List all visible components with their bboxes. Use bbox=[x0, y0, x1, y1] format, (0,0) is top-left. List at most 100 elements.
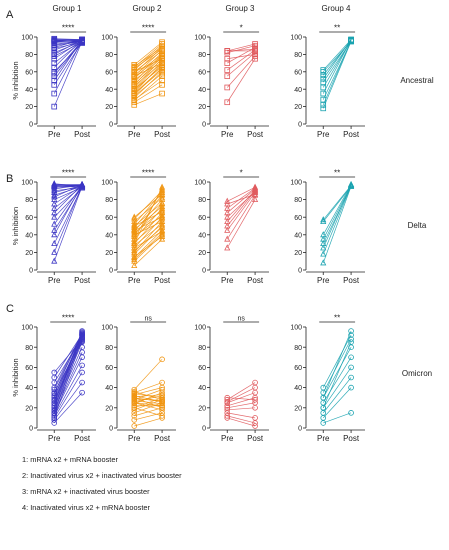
panel-a-1: 0 20 40 60 80 100 Pre Post % inhibition **** bbox=[11, 24, 96, 139]
post-point bbox=[159, 70, 165, 77]
post-point bbox=[159, 90, 165, 97]
pair-line bbox=[134, 400, 163, 405]
pair-line bbox=[54, 40, 83, 42]
pre-point bbox=[51, 36, 58, 43]
legend-item-group-2: 2: Inactivated virus x2 + inactivated vi… bbox=[22, 471, 182, 480]
y-tick-label: 40 bbox=[105, 385, 113, 392]
pre-point bbox=[51, 248, 58, 255]
pair-line bbox=[134, 227, 163, 251]
row-label-a: A bbox=[6, 9, 14, 21]
pair-line bbox=[134, 215, 163, 237]
post-point bbox=[159, 208, 166, 215]
pre-point bbox=[51, 417, 58, 423]
y-tick-label: 40 bbox=[198, 232, 206, 239]
y-tick-label: 20 bbox=[198, 405, 206, 412]
variant-label-omicron: Omicron bbox=[402, 369, 432, 378]
post-point bbox=[252, 396, 258, 403]
x-tick-label-pre: Pre bbox=[221, 276, 234, 285]
y-tick-label: 40 bbox=[25, 87, 33, 94]
y-tick-label: 20 bbox=[105, 104, 113, 111]
post-point bbox=[252, 184, 259, 191]
post-point bbox=[252, 389, 258, 396]
post-point bbox=[159, 190, 166, 197]
pair-line bbox=[322, 185, 352, 240]
pair-line bbox=[227, 402, 256, 409]
post-point bbox=[159, 213, 166, 220]
pair-line bbox=[54, 186, 83, 200]
post-point bbox=[79, 389, 85, 396]
pre-point bbox=[51, 392, 58, 399]
post-point bbox=[252, 187, 259, 195]
pair-line bbox=[53, 330, 83, 408]
post-point bbox=[159, 211, 166, 218]
y-tick-label: 60 bbox=[25, 69, 33, 76]
post-point bbox=[252, 41, 258, 47]
pair-line bbox=[227, 387, 256, 403]
x-tick-label-pre: Pre bbox=[221, 434, 234, 443]
pair-line bbox=[133, 187, 163, 244]
pre-point bbox=[51, 379, 58, 386]
y-tick-label: 100 bbox=[21, 35, 33, 42]
pair-line bbox=[227, 186, 256, 202]
y-tick-label: 60 bbox=[105, 215, 113, 222]
pair-line bbox=[134, 412, 163, 421]
pre-point bbox=[320, 102, 327, 108]
y-tick-label: 100 bbox=[290, 35, 302, 42]
pair-line bbox=[53, 392, 83, 424]
post-point bbox=[159, 82, 165, 88]
pair-line bbox=[134, 387, 163, 396]
pair-line bbox=[323, 412, 352, 424]
y-tick-label: 20 bbox=[25, 250, 33, 257]
pair-line bbox=[134, 47, 163, 74]
post-point bbox=[348, 364, 354, 371]
y-tick-label: 80 bbox=[105, 197, 113, 204]
pre-point bbox=[131, 86, 138, 93]
post-point bbox=[252, 195, 259, 203]
post-point bbox=[159, 44, 165, 51]
y-tick-label: 20 bbox=[198, 104, 206, 111]
x-tick-label-post: Post bbox=[154, 276, 171, 285]
y-tick-label: 0 bbox=[109, 122, 113, 129]
pre-point bbox=[131, 388, 138, 395]
post-point bbox=[79, 180, 86, 188]
y-tick-label: 40 bbox=[294, 87, 302, 94]
pair-line bbox=[134, 41, 163, 66]
pair-line bbox=[53, 42, 83, 86]
post-point bbox=[159, 199, 166, 206]
pre-point bbox=[131, 394, 138, 401]
pair-line bbox=[53, 185, 83, 225]
x-tick-label-pre: Pre bbox=[48, 130, 61, 139]
significance-label: **** bbox=[142, 169, 154, 178]
pair-line bbox=[322, 330, 352, 398]
pair-line bbox=[134, 407, 163, 417]
pair-line bbox=[133, 225, 163, 255]
post-point bbox=[348, 354, 354, 361]
group-title-4: Group 4 bbox=[322, 4, 351, 13]
pair-line bbox=[227, 47, 256, 64]
post-point bbox=[159, 379, 165, 386]
y-tick-label: 100 bbox=[101, 325, 113, 332]
pre-point bbox=[51, 64, 58, 71]
post-point bbox=[252, 46, 258, 52]
pair-line bbox=[53, 187, 83, 244]
post-point bbox=[159, 217, 166, 225]
pre-point bbox=[320, 235, 327, 242]
legend-item-group-4: 4: Inactivated virus x2 + mRNA booster bbox=[22, 503, 150, 512]
pair-line bbox=[134, 197, 163, 222]
pre-point bbox=[51, 386, 58, 393]
pair-line bbox=[134, 62, 163, 77]
pair-line bbox=[54, 186, 83, 192]
panel-a-3: 0 20 40 60 80 100 Pre Post * bbox=[194, 24, 269, 139]
post-point bbox=[159, 229, 166, 236]
pair-line bbox=[134, 382, 163, 393]
significance-label: * bbox=[240, 24, 243, 33]
x-tick-label-post: Post bbox=[343, 276, 360, 285]
panel-c-4: 0 20 40 60 80 100 Pre Post ** bbox=[290, 314, 365, 443]
post-point bbox=[159, 407, 165, 413]
significance-label: **** bbox=[62, 169, 74, 178]
pre-point bbox=[51, 60, 58, 66]
pair-line bbox=[322, 367, 352, 408]
pair-line bbox=[134, 216, 163, 231]
pre-point bbox=[320, 217, 327, 225]
post-point bbox=[79, 362, 85, 369]
